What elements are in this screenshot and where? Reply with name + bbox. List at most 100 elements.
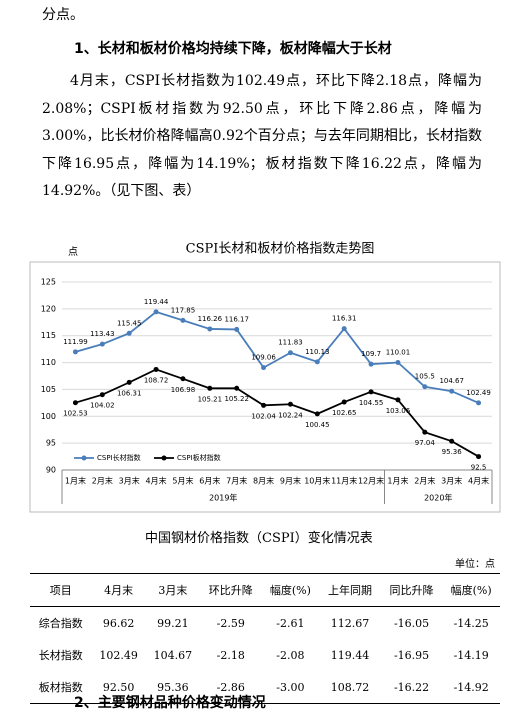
x-tick-label: 1月末 (65, 476, 86, 486)
y-tick-label: 125 (41, 278, 56, 287)
data-point (72, 400, 78, 406)
table-cell: 长材指数 (38, 649, 83, 662)
table-cell: -16.95 (393, 648, 430, 662)
table-cell: 102.49 (99, 648, 138, 662)
table-cell: -14.92 (442, 671, 500, 704)
data-label: 100.45 (305, 421, 330, 429)
x-tick-label: 3月末 (441, 476, 462, 486)
x-tick-label: 5月末 (172, 476, 193, 486)
header-cell: 3月末 (145, 573, 200, 607)
data-point (261, 402, 267, 408)
data-label: 116.17 (224, 315, 249, 323)
y-tick-label: 120 (41, 304, 56, 313)
data-label: 106.31 (117, 389, 142, 397)
header-cell: 项目 (30, 573, 92, 607)
data-label: 110.01 (386, 349, 411, 357)
chart-title: CSPI长材和板材价格指数走势图 (186, 241, 375, 257)
x-tick-label: 6月末 (199, 476, 220, 486)
data-table: 项目 4月末 3月末 环比升降 幅度(%) 上年同期 同比升降 幅度(%) 综合指数 96.62 9… (30, 573, 500, 704)
heading: 2、主要钢材品种价格变动情况 (74, 695, 266, 711)
legend-swatch (81, 455, 87, 461)
data-label: 116.31 (332, 315, 357, 323)
data-label: 117.85 (171, 306, 196, 314)
x-tick-label: 11月末 (331, 476, 357, 486)
data-point (368, 361, 374, 367)
data-label: 102.24 (278, 411, 303, 419)
legend-swatch (161, 455, 167, 461)
y-tick-label: 115 (41, 331, 56, 340)
data-label: 102.04 (251, 412, 276, 420)
table-row: 板材指数 92.50 95.36 -2.86 -3.00 108.72 -16.22 -14.… (30, 671, 500, 704)
x-tick-label: 7月末 (226, 476, 247, 486)
data-label: 102.49 (466, 389, 491, 397)
data-point (207, 326, 213, 332)
y-tick-label: 100 (41, 412, 56, 421)
data-label: 116.26 (198, 315, 223, 323)
data-point (234, 385, 240, 391)
table-cell: 119.44 (330, 648, 370, 662)
x-tick-label: 4月末 (146, 476, 167, 486)
data-point (449, 438, 455, 444)
y-tick-label: 105 (41, 385, 56, 394)
y-tick-label: 110 (41, 358, 56, 367)
data-point (99, 392, 105, 398)
x-tick-label: 8月末 (253, 476, 274, 486)
data-label: 109.06 (251, 354, 276, 362)
data-label: 106.98 (171, 386, 196, 394)
header-cell: 上年同期 (319, 573, 381, 607)
chart-frame (29, 261, 501, 513)
data-label: 109.7 (361, 350, 381, 358)
data-label: 95.36 (442, 448, 463, 456)
x-tick-label: 4月末 (468, 476, 489, 486)
table-cell: 112.67 (330, 616, 370, 630)
y-axis-label: 点 (68, 246, 78, 258)
series-line (75, 368, 480, 458)
x-tick-label: 1月末 (387, 476, 408, 486)
data-label: 105.22 (224, 395, 249, 403)
data-point (341, 326, 347, 332)
data-point (207, 385, 213, 391)
table-cell: -16.05 (393, 616, 430, 630)
data-point (422, 384, 428, 390)
data-point (395, 397, 401, 403)
table-cell: 板材指数 (30, 671, 92, 704)
data-label: 104.02 (90, 402, 115, 410)
table-cell: 92.50 (91, 671, 146, 704)
y-tick-label: 90 (46, 466, 56, 475)
data-label: 105.21 (198, 395, 223, 403)
x-group-label: 2019年 (209, 493, 237, 503)
table-cell: -16.22 (380, 671, 443, 704)
data-point (368, 389, 374, 395)
data-point (99, 341, 105, 347)
data-point (476, 454, 482, 460)
data-point (72, 349, 78, 355)
x-tick-label: 10月末 (304, 476, 330, 486)
data-point (180, 376, 186, 382)
data-label: 119.44 (144, 298, 169, 306)
data-label: 102.53 (63, 410, 88, 418)
data-label: 115.45 (117, 319, 142, 327)
header-cell: 幅度(%) (261, 573, 320, 607)
data-point (153, 366, 159, 372)
data-label: 113.43 (90, 330, 115, 338)
header-cell: 同比升降 (380, 573, 443, 607)
data-label: 105.5 (415, 373, 435, 381)
table-row: 长材指数 102.49 104.67 -2.18 -2.08 119.44 -16.95 -1… (30, 639, 500, 671)
data-point (314, 359, 320, 365)
data-point (261, 365, 267, 371)
data-point (476, 400, 482, 406)
data-point (126, 379, 132, 385)
chart: 点 CSPI长材和板材价格指数走势图 90 95 100 105 110 115 120 12… (29, 241, 501, 513)
table-cell: 96.62 (102, 616, 135, 630)
data-point (314, 411, 320, 417)
table-cell: 108.72 (319, 671, 381, 704)
header-cell: 4月末 (91, 573, 146, 607)
table-cell: -14.25 (453, 616, 489, 630)
heading: 1、长材和板材价格均持续下降，板材降幅大于长材 (74, 41, 392, 57)
legend-label: CSPI长材指数 (97, 453, 141, 462)
table-cell: -2.18 (216, 648, 245, 662)
intro: 分点。 (42, 7, 84, 23)
x-tick-label: 2月末 (92, 476, 113, 486)
y-tick-label: 95 (46, 439, 56, 448)
